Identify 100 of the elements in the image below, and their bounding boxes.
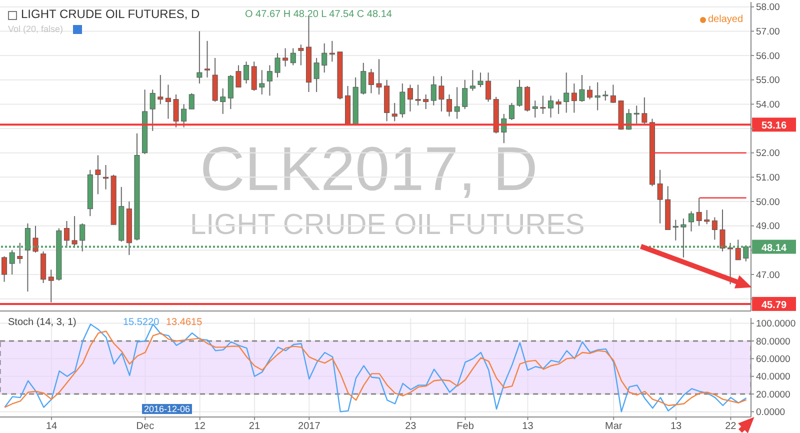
x-tick-label: 21	[248, 421, 260, 432]
ref-line-label: 45.79	[761, 300, 787, 311]
candlestick	[478, 72, 484, 88]
candlestick	[446, 94, 452, 117]
candlestick	[368, 68, 374, 94]
candlestick	[314, 57, 320, 93]
x-tick-label: 2017	[298, 421, 321, 432]
candlestick	[438, 76, 444, 112]
annotation: Vol (20, false)	[8, 24, 64, 34]
x-tick-label: 23	[405, 421, 417, 432]
candlestick	[48, 269, 54, 303]
candlestick	[181, 104, 187, 128]
candlestick	[290, 48, 296, 66]
y-tick-label: 49.00	[756, 221, 780, 232]
candlestick	[704, 210, 710, 225]
candlestick	[360, 62, 366, 95]
x-tick-label: Feb	[456, 421, 474, 432]
candlestick	[548, 95, 554, 118]
candlestick	[251, 61, 257, 92]
y-tick-label: 47.00	[756, 270, 780, 281]
text: LIGHT CRUDE OIL FUTURES, D	[21, 7, 200, 21]
x-tick-label: Mar	[604, 421, 623, 432]
annotation: 15.5220	[123, 317, 160, 328]
candlestick	[158, 74, 164, 105]
candlestick	[508, 102, 514, 121]
y-tick-label: 100.0000	[756, 318, 796, 330]
candlestick	[150, 89, 156, 132]
candlestick	[571, 83, 577, 114]
x-tick-label: 22	[725, 421, 737, 432]
candlestick	[72, 216, 78, 248]
candlestick	[454, 86, 460, 120]
candlestick	[696, 197, 702, 226]
x-tick-label: 13	[670, 421, 682, 432]
candlestick	[712, 216, 718, 240]
candlestick	[524, 85, 530, 112]
candlestick	[415, 84, 421, 106]
y-tick-label: 0.0000	[756, 407, 786, 418]
ref-line-label: 53.16	[761, 120, 787, 132]
candlestick	[657, 169, 663, 224]
annotation: delayed	[708, 14, 744, 25]
candlestick	[298, 44, 304, 66]
candlestick	[564, 72, 570, 114]
candlestick	[244, 61, 250, 84]
candlestick	[556, 98, 562, 114]
candlestick	[376, 58, 382, 95]
y-tick-label: 20.0000	[756, 389, 790, 400]
candlestick	[540, 95, 546, 114]
annotation: 13.4615	[166, 317, 202, 328]
candlestick	[266, 64, 272, 96]
y-tick-label: 57.00	[756, 26, 780, 38]
x-tick-label: Dec	[136, 421, 154, 432]
candlestick	[17, 242, 23, 264]
candlestick	[672, 219, 678, 241]
x-tick-label: 12	[194, 421, 206, 432]
annotation: 2016-12-06	[142, 404, 192, 414]
candlestick	[220, 88, 226, 114]
y-tick-label: 54.00	[756, 100, 780, 111]
candlestick	[642, 96, 648, 124]
y-tick-label: 58.00	[756, 2, 780, 14]
y-tick-label: 80.0000	[756, 336, 790, 348]
ref-line-label: 48.14	[761, 242, 787, 254]
candlestick	[2, 256, 8, 282]
candlestick	[634, 105, 640, 124]
y-tick-label: 55.00	[756, 75, 780, 86]
candlestick	[165, 84, 171, 120]
candlestick	[392, 102, 398, 122]
candlestick	[204, 40, 210, 78]
candlestick	[602, 90, 608, 102]
y-tick-label: 51.00	[756, 172, 780, 184]
x-tick-label: 14	[46, 421, 58, 432]
candlestick	[188, 92, 194, 110]
y-tick-label: 40.0000	[756, 372, 790, 383]
candlestick	[728, 242, 734, 285]
candlestick	[282, 48, 288, 67]
candlestick	[236, 64, 242, 88]
y-tick-label: 52.00	[756, 148, 780, 160]
candlestick	[470, 70, 476, 92]
candlestick	[228, 74, 234, 110]
chart-title: Stoch (14, 3, 1)	[8, 317, 76, 328]
candlestick	[594, 82, 600, 111]
candlestick	[462, 79, 468, 110]
candlestick	[400, 83, 406, 118]
candlestick	[9, 250, 15, 276]
candlestick	[95, 154, 101, 195]
y-tick-label: 60.0000	[756, 354, 790, 366]
y-tick-label: 50.00	[756, 196, 780, 208]
candlestick	[735, 239, 741, 260]
candlestick	[688, 210, 694, 232]
candlestick	[579, 74, 585, 102]
candlestick	[173, 94, 179, 128]
candlestick	[516, 79, 522, 108]
candlestick	[259, 70, 265, 95]
candlestick	[64, 220, 70, 248]
candlestick	[532, 100, 538, 118]
candlestick	[610, 84, 616, 104]
candlestick	[486, 72, 492, 102]
candlestick	[196, 30, 202, 84]
candlestick	[423, 94, 429, 110]
y-tick-label: 56.00	[756, 50, 780, 62]
candlestick	[720, 209, 726, 252]
